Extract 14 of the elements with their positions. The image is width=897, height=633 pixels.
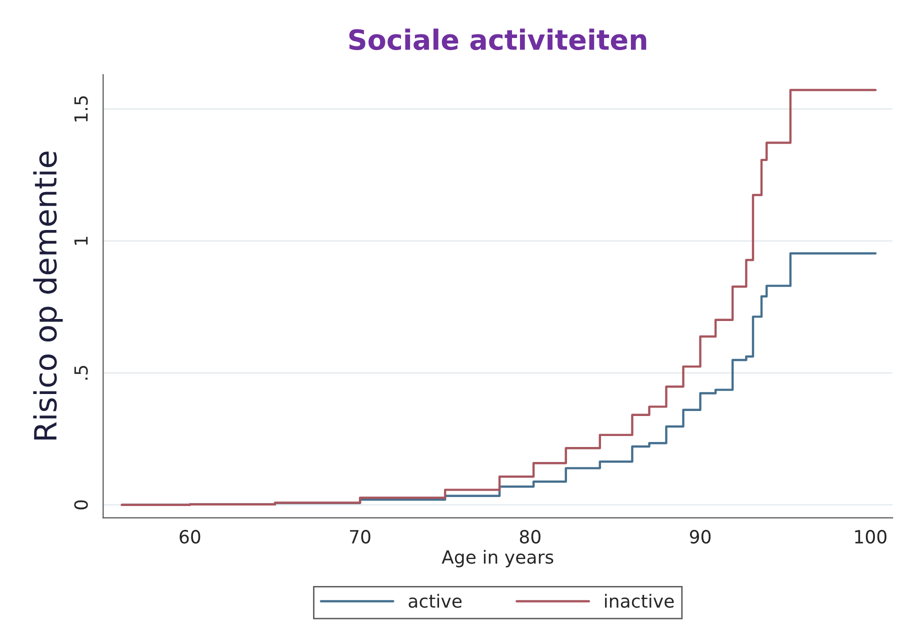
x-axis-title: Age in years	[442, 550, 554, 568]
x-tick-label: 70	[350, 530, 370, 544]
y-axis-title: Risico op dementie	[33, 152, 63, 440]
y-tick-label: 0	[74, 500, 88, 510]
chart-title: Sociale activiteiten	[349, 28, 646, 50]
y-tick-label: 1.5	[74, 96, 88, 122]
y-tick-label: .5	[74, 366, 88, 380]
x-tick-label: 80	[520, 530, 540, 544]
x-tick-label: 60	[180, 530, 200, 544]
y-tick-label: 1	[74, 236, 88, 245]
legend-label: active	[408, 594, 462, 608]
legend-label: inactive	[605, 594, 674, 608]
x-tick-label: 90	[690, 530, 711, 544]
x-tick-label: 100	[855, 530, 886, 544]
